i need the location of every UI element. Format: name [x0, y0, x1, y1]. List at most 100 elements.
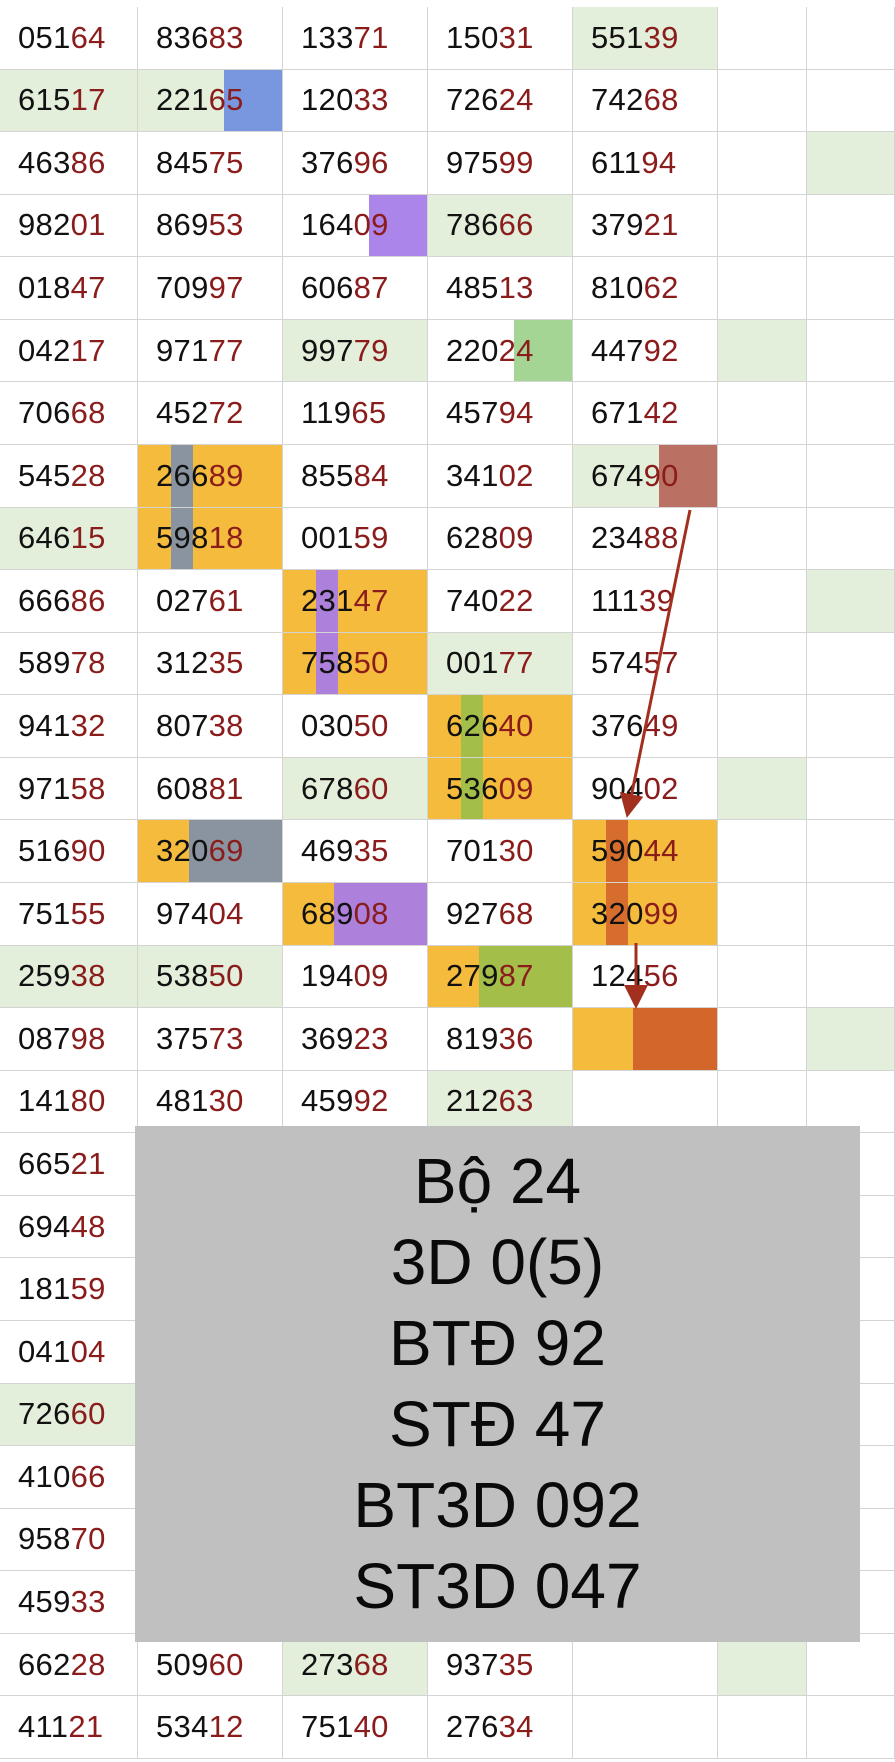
table-cell[interactable]: 706 68 — [0, 382, 138, 445]
table-cell[interactable]: 611 94 — [573, 132, 718, 195]
table-cell[interactable]: 742 68 — [573, 69, 718, 133]
table-cell[interactable] — [807, 882, 895, 946]
table-cell[interactable]: 662 28 — [0, 1633, 138, 1697]
table-cell[interactable] — [718, 444, 807, 508]
table-cell[interactable]: 509 60 — [138, 1633, 283, 1697]
table-cell[interactable] — [807, 319, 895, 383]
table-cell[interactable]: 551 39 — [573, 7, 718, 70]
table-cell[interactable]: 469 35 — [283, 820, 428, 883]
table-cell[interactable]: 726 24 — [428, 69, 573, 133]
table-cell[interactable] — [718, 257, 807, 320]
table-cell[interactable]: 665 21 — [0, 1133, 138, 1196]
table-cell[interactable] — [718, 1070, 807, 1134]
table-cell[interactable]: 982 01 — [0, 194, 138, 258]
table-cell[interactable]: 376 49 — [573, 695, 718, 758]
table-cell[interactable]: 574 57 — [573, 632, 718, 696]
table-cell[interactable]: 018 47 — [0, 257, 138, 320]
table-cell[interactable]: 589 78 — [0, 632, 138, 696]
table-cell[interactable]: 534 12 — [138, 1696, 283, 1759]
table-cell[interactable]: 234 88 — [573, 507, 718, 571]
table-cell[interactable]: 375 73 — [138, 1008, 283, 1071]
table-cell[interactable]: 666 86 — [0, 570, 138, 633]
table-cell[interactable]: 001 77 — [428, 632, 573, 696]
table-cell[interactable]: 836 83 — [138, 7, 283, 70]
table-cell[interactable] — [807, 69, 895, 133]
table-cell[interactable] — [718, 382, 807, 445]
table-cell[interactable]: 051 64 — [0, 7, 138, 70]
table-cell[interactable] — [807, 945, 895, 1009]
table-cell[interactable]: 678 60 — [283, 757, 428, 821]
table-cell[interactable]: 628 09 — [428, 507, 573, 571]
table-cell[interactable] — [718, 1008, 807, 1071]
table-cell[interactable]: 194 09 — [283, 945, 428, 1009]
table-cell[interactable]: 150 31 — [428, 7, 573, 70]
table-cell[interactable] — [718, 507, 807, 571]
table-cell[interactable]: 516 90 — [0, 820, 138, 883]
table-cell[interactable]: 671 42 — [573, 382, 718, 445]
table-cell[interactable] — [718, 820, 807, 883]
table-cell[interactable]: 709 97 — [138, 257, 283, 320]
table-cell[interactable]: 646 15 — [0, 507, 138, 571]
table-cell[interactable]: 447 92 — [573, 319, 718, 383]
table-cell[interactable]: 904 02 — [573, 757, 718, 821]
table-cell[interactable]: 855 84 — [283, 444, 428, 508]
table-cell[interactable]: 626 40 — [428, 695, 573, 758]
table-cell[interactable] — [718, 7, 807, 70]
table-cell[interactable]: 845 75 — [138, 132, 283, 195]
table-cell[interactable] — [807, 632, 895, 696]
table-cell[interactable] — [573, 1008, 718, 1071]
table-cell[interactable] — [807, 132, 895, 195]
table-cell[interactable]: 674 90 — [573, 444, 718, 508]
table-cell[interactable] — [807, 194, 895, 258]
table-cell[interactable] — [807, 820, 895, 883]
table-cell[interactable]: 927 68 — [428, 882, 573, 946]
table-cell[interactable]: 120 33 — [283, 69, 428, 133]
table-cell[interactable]: 231 47 — [283, 570, 428, 633]
table-cell[interactable]: 606 87 — [283, 257, 428, 320]
table-cell[interactable]: 869 53 — [138, 194, 283, 258]
table-cell[interactable]: 615 17 — [0, 69, 138, 133]
table-cell[interactable] — [807, 257, 895, 320]
table-cell[interactable] — [718, 319, 807, 383]
table-cell[interactable] — [807, 507, 895, 571]
table-cell[interactable]: 369 23 — [283, 1008, 428, 1071]
table-cell[interactable] — [807, 695, 895, 758]
table-cell[interactable]: 457 94 — [428, 382, 573, 445]
table-cell[interactable]: 997 79 — [283, 319, 428, 383]
table-cell[interactable]: 751 55 — [0, 882, 138, 946]
table-cell[interactable] — [807, 1696, 895, 1759]
table-cell[interactable]: 141 80 — [0, 1070, 138, 1134]
table-cell[interactable]: 320 69 — [138, 820, 283, 883]
table-cell[interactable]: 027 61 — [138, 570, 283, 633]
table-cell[interactable]: 536 09 — [428, 757, 573, 821]
table-cell[interactable]: 411 21 — [0, 1696, 138, 1759]
table-cell[interactable] — [807, 7, 895, 70]
table-cell[interactable]: 810 62 — [573, 257, 718, 320]
table-cell[interactable] — [718, 757, 807, 821]
table-cell[interactable] — [807, 444, 895, 508]
table-cell[interactable]: 459 92 — [283, 1070, 428, 1134]
table-cell[interactable] — [807, 1008, 895, 1071]
table-cell[interactable] — [718, 69, 807, 133]
table-cell[interactable]: 376 96 — [283, 132, 428, 195]
table-cell[interactable]: 379 21 — [573, 194, 718, 258]
table-cell[interactable]: 221 65 — [138, 69, 283, 133]
table-cell[interactable]: 266 89 — [138, 444, 283, 508]
table-cell[interactable]: 481 30 — [138, 1070, 283, 1134]
table-cell[interactable] — [807, 1070, 895, 1134]
table-cell[interactable] — [718, 570, 807, 633]
table-cell[interactable]: 341 02 — [428, 444, 573, 508]
table-cell[interactable]: 689 08 — [283, 882, 428, 946]
table-cell[interactable]: 312 35 — [138, 632, 283, 696]
table-cell[interactable]: 819 36 — [428, 1008, 573, 1071]
table-cell[interactable]: 273 68 — [283, 1633, 428, 1697]
table-cell[interactable] — [807, 570, 895, 633]
table-cell[interactable] — [718, 882, 807, 946]
table-cell[interactable]: 974 04 — [138, 882, 283, 946]
table-cell[interactable]: 958 70 — [0, 1508, 138, 1572]
table-cell[interactable]: 590 44 — [573, 820, 718, 883]
table-cell[interactable]: 452 72 — [138, 382, 283, 445]
table-cell[interactable]: 726 60 — [0, 1383, 138, 1447]
table-cell[interactable]: 694 48 — [0, 1195, 138, 1259]
table-cell[interactable]: 164 09 — [283, 194, 428, 258]
